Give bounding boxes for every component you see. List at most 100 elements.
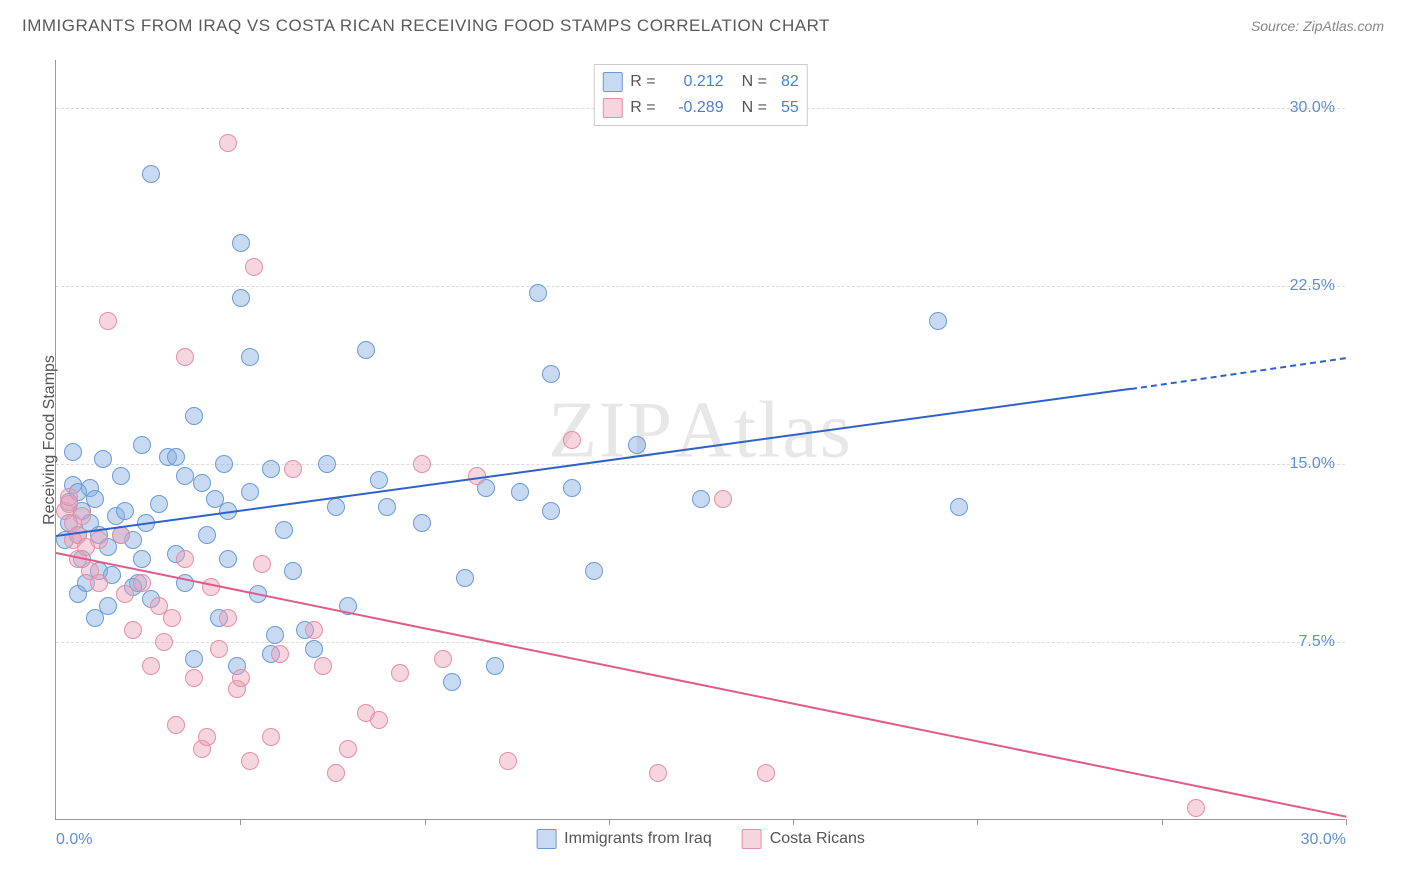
scatter-point-series-1 <box>116 585 134 603</box>
title-bar: IMMIGRANTS FROM IRAQ VS COSTA RICAN RECE… <box>22 16 1384 36</box>
scatter-point-series-1 <box>167 716 185 734</box>
scatter-point-series-0 <box>215 455 233 473</box>
x-tick-mark <box>977 819 978 825</box>
series-swatch-1 <box>742 829 762 849</box>
correlation-legend: R = 0.212 N = 82 R = -0.289 N = 55 <box>593 64 807 126</box>
source-prefix: Source: <box>1251 18 1303 34</box>
scatter-point-series-1 <box>185 669 203 687</box>
scatter-point-series-0 <box>511 483 529 501</box>
scatter-point-series-0 <box>176 467 194 485</box>
scatter-point-series-0 <box>116 502 134 520</box>
scatter-point-series-0 <box>64 443 82 461</box>
scatter-point-series-1 <box>253 555 271 573</box>
y-tick-label: 22.5% <box>1290 277 1335 295</box>
gridline <box>56 642 1345 643</box>
scatter-point-series-0 <box>99 597 117 615</box>
scatter-point-series-0 <box>585 562 603 580</box>
scatter-point-series-1 <box>327 764 345 782</box>
legend-n-label-1: N = <box>742 99 767 117</box>
scatter-point-series-0 <box>275 521 293 539</box>
scatter-point-series-0 <box>232 289 250 307</box>
scatter-point-series-1 <box>198 728 216 746</box>
scatter-point-series-1 <box>370 711 388 729</box>
scatter-point-series-0 <box>327 498 345 516</box>
scatter-point-series-0 <box>950 498 968 516</box>
scatter-point-series-0 <box>413 514 431 532</box>
scatter-point-series-0 <box>232 234 250 252</box>
scatter-point-series-1 <box>305 621 323 639</box>
x-tick-label-start: 0.0% <box>56 831 92 849</box>
scatter-point-series-1 <box>142 657 160 675</box>
scatter-point-series-0 <box>542 502 560 520</box>
scatter-point-series-1 <box>176 348 194 366</box>
scatter-point-series-0 <box>185 407 203 425</box>
scatter-point-series-0 <box>692 490 710 508</box>
scatter-point-series-1 <box>1187 799 1205 817</box>
x-tick-mark <box>793 819 794 825</box>
plot-area: Receiving Food Stamps ZIPAtlas R = 0.212… <box>55 60 1345 820</box>
scatter-point-series-1 <box>163 609 181 627</box>
legend-r-label-0: R = <box>630 73 655 91</box>
scatter-point-series-0 <box>133 550 151 568</box>
scatter-point-series-0 <box>266 626 284 644</box>
scatter-point-series-0 <box>262 460 280 478</box>
trend-line <box>1131 357 1346 390</box>
scatter-point-series-0 <box>305 640 323 658</box>
legend-row-series-1: R = -0.289 N = 55 <box>602 95 798 121</box>
source-name: ZipAtlas.com <box>1303 18 1384 34</box>
scatter-point-series-1 <box>262 728 280 746</box>
scatter-point-series-0 <box>357 341 375 359</box>
scatter-point-series-1 <box>90 574 108 592</box>
x-tick-mark <box>240 819 241 825</box>
scatter-point-series-0 <box>150 495 168 513</box>
scatter-point-series-0 <box>112 467 130 485</box>
series-legend-item-0: Immigrants from Iraq <box>536 829 712 849</box>
legend-r-label-1: R = <box>630 99 655 117</box>
scatter-point-series-1 <box>60 488 78 506</box>
x-tick-mark <box>1346 819 1347 825</box>
scatter-point-series-0 <box>529 284 547 302</box>
scatter-point-series-0 <box>486 657 504 675</box>
scatter-point-series-1 <box>73 507 91 525</box>
series-legend: Immigrants from Iraq Costa Ricans <box>536 829 865 849</box>
scatter-point-series-0 <box>628 436 646 454</box>
scatter-point-series-1 <box>219 134 237 152</box>
scatter-point-series-0 <box>929 312 947 330</box>
scatter-point-series-1 <box>563 431 581 449</box>
trend-line <box>56 552 1346 818</box>
x-tick-mark <box>425 819 426 825</box>
scatter-point-series-1 <box>99 312 117 330</box>
scatter-point-series-1 <box>245 258 263 276</box>
scatter-point-series-0 <box>542 365 560 383</box>
x-tick-mark <box>1162 819 1163 825</box>
chart-title: IMMIGRANTS FROM IRAQ VS COSTA RICAN RECE… <box>22 16 830 36</box>
scatter-point-series-0 <box>185 650 203 668</box>
legend-swatch-0 <box>602 72 622 92</box>
scatter-point-series-1 <box>757 764 775 782</box>
legend-swatch-1 <box>602 98 622 118</box>
scatter-point-series-1 <box>241 752 259 770</box>
scatter-point-series-1 <box>284 460 302 478</box>
scatter-point-series-1 <box>314 657 332 675</box>
scatter-point-series-1 <box>499 752 517 770</box>
y-tick-label: 15.0% <box>1290 455 1335 473</box>
scatter-point-series-1 <box>391 664 409 682</box>
scatter-point-series-0 <box>142 165 160 183</box>
legend-n-value-1: 55 <box>781 99 799 117</box>
series-swatch-0 <box>536 829 556 849</box>
gridline <box>56 464 1345 465</box>
scatter-point-series-1 <box>232 669 250 687</box>
scatter-point-series-1 <box>339 740 357 758</box>
scatter-point-series-1 <box>219 609 237 627</box>
scatter-point-series-1 <box>133 574 151 592</box>
scatter-point-series-1 <box>176 550 194 568</box>
scatter-point-series-0 <box>219 550 237 568</box>
y-axis-label: Receiving Food Stamps <box>41 355 59 525</box>
scatter-point-series-1 <box>90 531 108 549</box>
legend-n-label-0: N = <box>742 73 767 91</box>
gridline <box>56 286 1345 287</box>
scatter-point-series-1 <box>155 633 173 651</box>
scatter-point-series-1 <box>202 578 220 596</box>
series-name-1: Costa Ricans <box>770 830 865 848</box>
legend-row-series-0: R = 0.212 N = 82 <box>602 69 798 95</box>
